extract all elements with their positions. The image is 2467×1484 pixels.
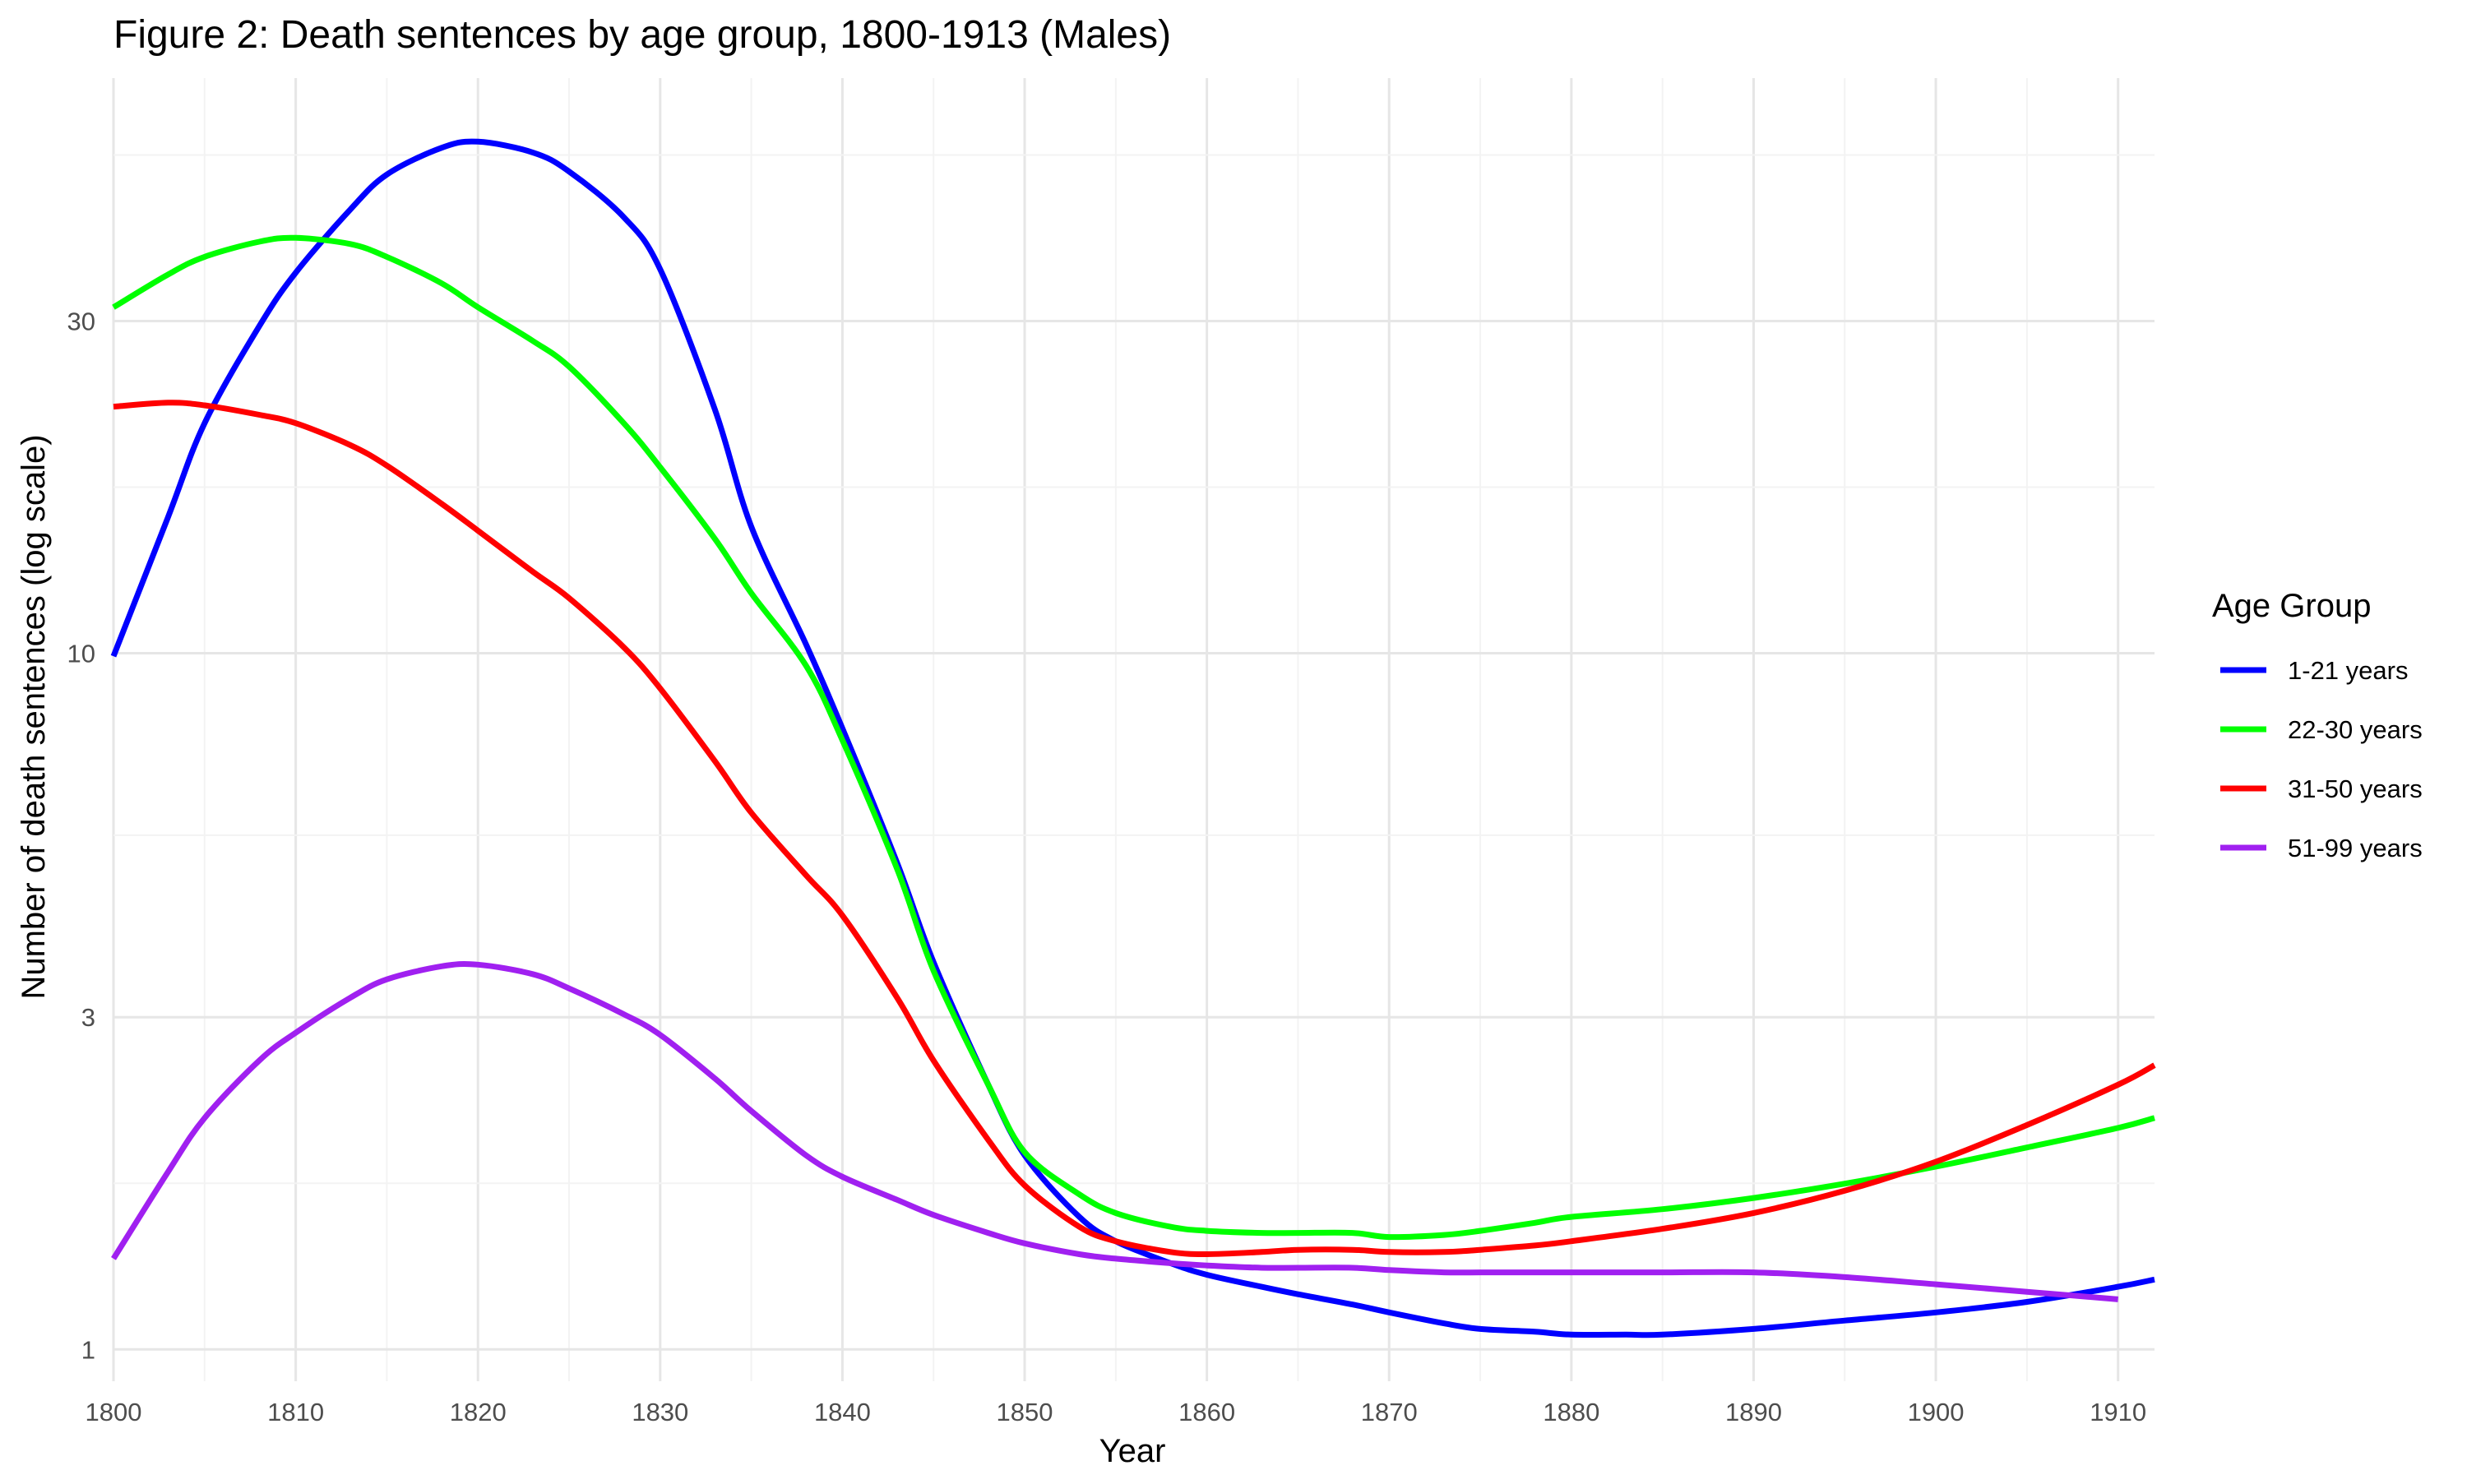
x-axis-label: Year <box>1099 1433 1166 1469</box>
series-line-3 <box>113 400 2156 1257</box>
legend-label: 51-99 years <box>2288 834 2423 862</box>
x-tick-label: 1850 <box>997 1398 1053 1426</box>
y-tick-label: 3 <box>81 1003 95 1032</box>
chart-title: Figure 2: Death sentences by age group, … <box>113 13 1171 57</box>
grid <box>112 78 2155 1381</box>
series-line-4 <box>111 960 2119 1302</box>
series-lines <box>110 138 2156 1338</box>
axis-ticks: 1800 1810 1820 1830 1840 1850 1860 1870 1880 1890… <box>67 307 2147 1426</box>
x-tick-label: 1870 <box>1361 1398 1418 1426</box>
x-tick-label: 1910 <box>2090 1398 2146 1426</box>
y-tick-label: 1 <box>81 1335 95 1364</box>
x-tick-label: 1860 <box>1178 1398 1235 1426</box>
legend-label: 1-21 years <box>2288 656 2408 685</box>
x-tick-label: 1820 <box>450 1398 507 1426</box>
x-tick-label: 1890 <box>1725 1398 1782 1426</box>
x-tick-label: 1900 <box>1908 1398 1965 1426</box>
x-tick-label: 1800 <box>86 1398 142 1426</box>
series-line-2 <box>112 234 2155 1241</box>
y-tick-label: 10 <box>67 639 95 668</box>
x-tick-label: 1840 <box>814 1398 871 1426</box>
legend: Age Group 1-21 years 22-30 years 31-50 yea… <box>2212 588 2423 862</box>
y-axis-label: Number of death sentences (log scale) <box>16 434 52 999</box>
legend-title: Age Group <box>2212 588 2371 624</box>
legend-label: 31-50 years <box>2288 774 2423 803</box>
legend-label: 22-30 years <box>2288 715 2423 744</box>
legend-items: 1-21 years 22-30 years 31-50 years 51-99 ye… <box>2220 656 2423 862</box>
y-tick-label: 30 <box>67 307 95 335</box>
x-tick-label: 1830 <box>632 1398 688 1426</box>
x-tick-label: 1810 <box>267 1398 324 1426</box>
x-tick-label: 1880 <box>1543 1398 1599 1426</box>
